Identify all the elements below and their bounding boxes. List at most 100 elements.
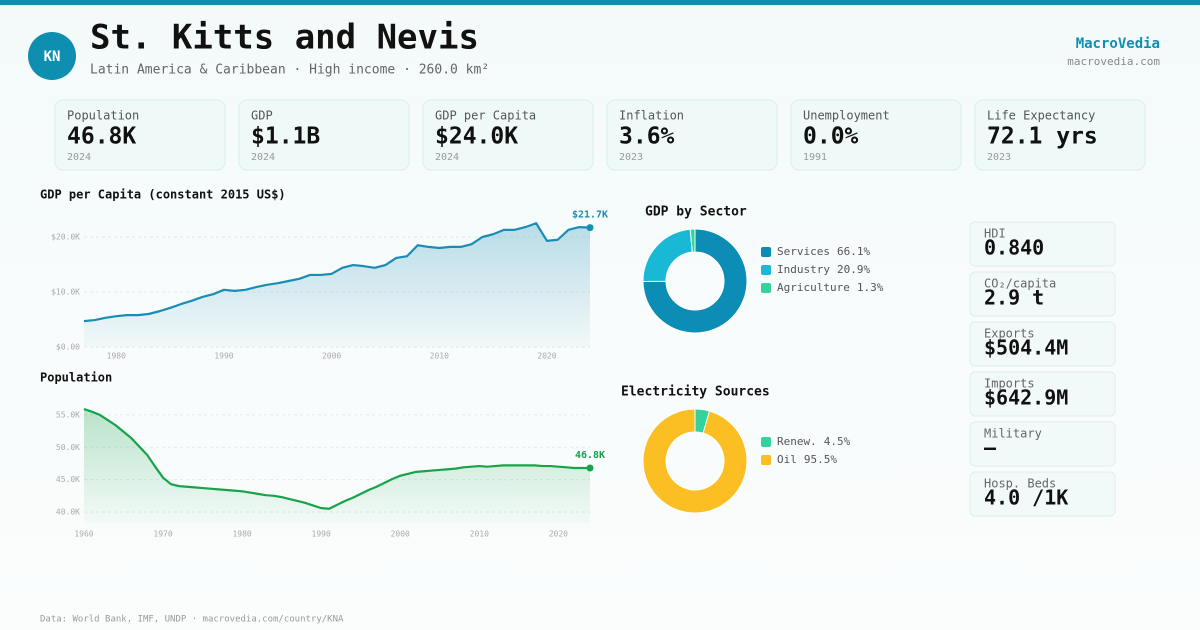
side-label: Military bbox=[984, 427, 1042, 441]
legend-value: 66.1% bbox=[837, 245, 870, 258]
side-value: 0.840 bbox=[984, 236, 1044, 260]
legend-label: Renew. 4.5% bbox=[777, 435, 851, 448]
stat-card bbox=[790, 99, 962, 171]
area bbox=[84, 409, 590, 523]
x-tick-label: 1970 bbox=[153, 530, 172, 539]
stat-card bbox=[606, 99, 778, 171]
stat-value: 0.0% bbox=[803, 124, 859, 150]
footer: Data: World Bank, IMF, UNDP · macrovedia… bbox=[40, 615, 344, 625]
value-label: $21.7K bbox=[572, 210, 608, 221]
area bbox=[84, 223, 590, 347]
legend-name: Renew. bbox=[777, 435, 817, 448]
value-label: 46.8K bbox=[575, 450, 605, 461]
stat-value: $1.1B bbox=[251, 124, 320, 150]
stat-year: 2024 bbox=[67, 152, 91, 163]
stat-value: 72.1 yrs bbox=[987, 124, 1098, 150]
legend-label: Oil 95.5% bbox=[777, 453, 837, 466]
legend-label: Industry 20.9% bbox=[777, 263, 870, 276]
stat-label: Inflation bbox=[619, 109, 684, 123]
stat-value: 46.8K bbox=[67, 124, 136, 150]
title: St. Kitts and Nevis bbox=[90, 18, 479, 58]
y-tick-label: $0.00 bbox=[56, 343, 80, 352]
x-tick-label: 1980 bbox=[107, 352, 126, 361]
subtitle: Latin America & Caribbean · High income … bbox=[90, 63, 489, 78]
legend-name: Agriculture bbox=[777, 281, 850, 294]
legend-value: 20.9% bbox=[837, 263, 870, 276]
x-tick-label: 1980 bbox=[232, 530, 251, 539]
x-tick-label: 1990 bbox=[312, 530, 331, 539]
stat-label: Population bbox=[67, 109, 139, 123]
y-tick-label: $10.0K bbox=[51, 288, 80, 297]
stat-year: 2024 bbox=[251, 152, 275, 163]
stat-year: 2024 bbox=[435, 152, 459, 163]
line bbox=[83, 408, 590, 510]
line bbox=[83, 222, 591, 323]
legend-swatch bbox=[761, 265, 771, 275]
side-label: Exports bbox=[984, 327, 1035, 341]
x-tick-label: 2010 bbox=[470, 530, 489, 539]
legend-swatch bbox=[761, 283, 771, 293]
x-tick-label: 2000 bbox=[391, 530, 410, 539]
x-tick-label: 1990 bbox=[214, 352, 233, 361]
stat-year: 1991 bbox=[803, 152, 827, 163]
side-card bbox=[969, 371, 1116, 417]
chart-title: Electricity Sources bbox=[621, 385, 770, 400]
stat-card bbox=[974, 99, 1146, 171]
side-value: $642.9M bbox=[984, 386, 1068, 410]
legend-label: Agriculture 1.3% bbox=[777, 281, 884, 294]
x-tick-label: 2020 bbox=[537, 352, 556, 361]
stat-year: 2023 bbox=[987, 152, 1011, 163]
legend-value: 4.5% bbox=[824, 435, 851, 448]
side-card bbox=[969, 271, 1116, 317]
y-tick-label: $20.0K bbox=[51, 233, 80, 242]
y-tick-label: 55.0K bbox=[56, 410, 80, 419]
stat-year: 2023 bbox=[619, 152, 643, 163]
side-card bbox=[969, 421, 1116, 467]
x-tick-label: 2010 bbox=[430, 352, 449, 361]
brand: MacroVedia bbox=[1076, 36, 1160, 52]
stat-label: GDP bbox=[251, 109, 273, 123]
stat-card bbox=[238, 99, 410, 171]
side-label: CO₂/capita bbox=[984, 277, 1056, 291]
stat-value: $24.0K bbox=[435, 124, 518, 150]
legend-name: Industry bbox=[777, 263, 830, 276]
legend-swatch bbox=[761, 455, 771, 465]
side-value: 2.9 t bbox=[984, 286, 1044, 310]
x-tick-label: 2020 bbox=[549, 530, 568, 539]
y-tick-label: 50.0K bbox=[56, 443, 80, 452]
side-value: $504.4M bbox=[984, 336, 1068, 360]
stat-card bbox=[54, 99, 226, 171]
stat-label: GDP per Capita bbox=[435, 109, 536, 123]
end-dot bbox=[586, 224, 594, 232]
chart-title: GDP per Capita (constant 2015 US$) bbox=[40, 188, 286, 202]
legend-name: Oil bbox=[777, 453, 797, 466]
legend-swatch bbox=[761, 437, 771, 447]
side-value: 4.0 /1K bbox=[984, 486, 1068, 510]
y-tick-label: 40.0K bbox=[56, 507, 80, 516]
site: macrovedia.com bbox=[1067, 55, 1160, 68]
x-tick-label: 1960 bbox=[74, 530, 93, 539]
legend-name: Services bbox=[777, 245, 830, 258]
end-dot bbox=[586, 464, 594, 472]
x-tick-label: 2000 bbox=[322, 352, 341, 361]
side-value: — bbox=[984, 436, 997, 460]
legend-swatch bbox=[761, 247, 771, 257]
side-label: Hosp. Beds bbox=[984, 477, 1056, 491]
slice bbox=[642, 228, 748, 334]
stat-label: Life Expectancy bbox=[987, 109, 1095, 123]
legend-value: 1.3% bbox=[857, 281, 884, 294]
y-tick-label: 45.0K bbox=[56, 475, 80, 484]
stat-card bbox=[422, 99, 594, 171]
legend-value: 95.5% bbox=[804, 453, 837, 466]
side-label: HDI bbox=[984, 227, 1006, 241]
slice bbox=[642, 408, 748, 514]
side-card bbox=[969, 471, 1116, 517]
badge-text: KN bbox=[44, 49, 61, 65]
side-label: Imports bbox=[984, 377, 1035, 391]
slice bbox=[689, 228, 696, 253]
top-bar bbox=[0, 0, 1200, 5]
stat-value: 3.6% bbox=[619, 124, 675, 150]
legend-label: Services 66.1% bbox=[777, 245, 870, 258]
